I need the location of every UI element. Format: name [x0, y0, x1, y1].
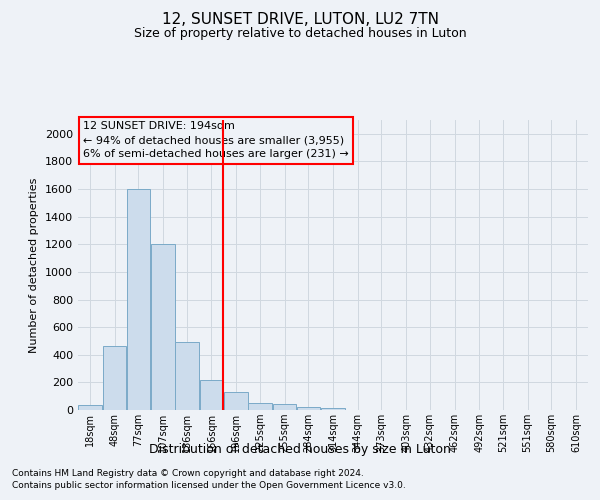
Bar [224, 392, 248, 410]
Text: Contains HM Land Registry data © Crown copyright and database right 2024.: Contains HM Land Registry data © Crown c… [12, 468, 364, 477]
Text: 12, SUNSET DRIVE, LUTON, LU2 7TN: 12, SUNSET DRIVE, LUTON, LU2 7TN [161, 12, 439, 28]
Bar [151, 244, 175, 410]
Text: Distribution of detached houses by size in Luton: Distribution of detached houses by size … [149, 442, 451, 456]
Bar [175, 342, 199, 410]
Bar [296, 406, 320, 410]
Y-axis label: Number of detached properties: Number of detached properties [29, 178, 40, 352]
Bar [248, 403, 272, 410]
Text: 12 SUNSET DRIVE: 194sqm
← 94% of detached houses are smaller (3,955)
6% of semi-: 12 SUNSET DRIVE: 194sqm ← 94% of detache… [83, 122, 349, 160]
Bar [78, 405, 101, 410]
Bar [273, 404, 296, 410]
Bar [103, 346, 126, 410]
Bar [127, 189, 150, 410]
Bar [321, 408, 345, 410]
Bar [200, 380, 223, 410]
Text: Contains public sector information licensed under the Open Government Licence v3: Contains public sector information licen… [12, 481, 406, 490]
Text: Size of property relative to detached houses in Luton: Size of property relative to detached ho… [134, 28, 466, 40]
